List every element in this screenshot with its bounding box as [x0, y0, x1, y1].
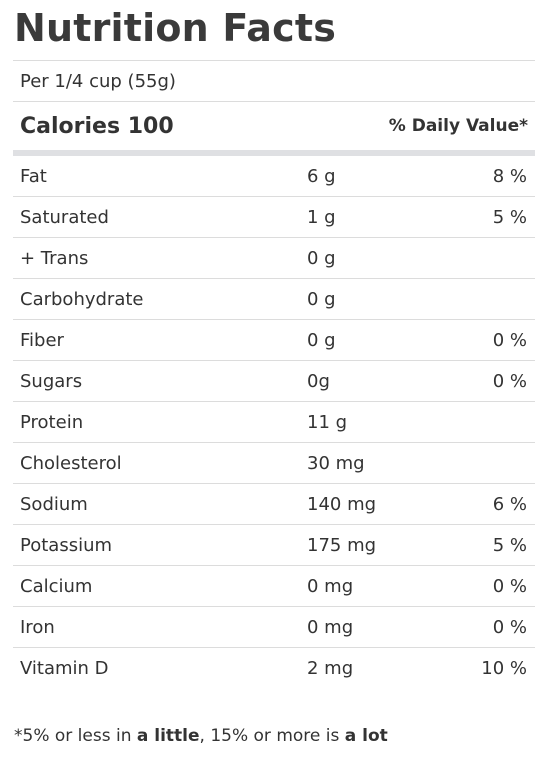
nutrient-daily-value: 0 %: [492, 329, 527, 351]
page-title: Nutrition Facts: [14, 6, 337, 50]
calories-label: Calories 100: [20, 113, 174, 139]
footnote-text-1: *5% or less in: [14, 726, 137, 746]
nutrient-name: Iron: [20, 616, 55, 638]
nutrient-name: Protein: [20, 411, 84, 433]
nutrient-row: Cholesterol 30 mg: [13, 443, 535, 484]
nutrient-daily-value: 6 %: [492, 493, 527, 515]
nutrient-daily-value: 0 %: [492, 370, 527, 392]
nutrient-amount: 0g: [307, 370, 330, 392]
nutrient-amount: 0 mg: [307, 616, 354, 638]
nutrient-daily-value: 8 %: [492, 165, 527, 187]
nutrient-row: Carbohydrate 0 g: [13, 279, 535, 320]
nutrient-name: Fat: [20, 165, 47, 187]
serving-size: Per 1/4 cup (55g): [13, 60, 535, 102]
nutrition-panel: Per 1/4 cup (55g) Calories 100 % Daily V…: [13, 60, 535, 688]
daily-value-label: % Daily Value*: [388, 116, 528, 136]
nutrient-amount: 30 mg: [307, 452, 365, 474]
nutrient-name: Sugars: [20, 370, 83, 392]
nutrient-amount: 2 mg: [307, 657, 354, 679]
nutrient-daily-value: 0 %: [492, 575, 527, 597]
footnote-emphasis-little: a little: [136, 726, 200, 746]
footnote-text-2: , 15% or more is: [199, 726, 345, 746]
nutrient-name: Cholesterol: [20, 452, 122, 474]
nutrient-row: Sodium 140 mg 6 %: [13, 484, 535, 525]
nutrient-amount: 0 g: [307, 288, 336, 310]
nutrient-row: Vitamin D 2 mg 10 %: [13, 648, 535, 688]
footnote-emphasis-lot: a lot: [344, 726, 388, 746]
nutrient-row: Fat 6 g 8 %: [13, 156, 535, 197]
nutrient-daily-value: 5 %: [492, 206, 527, 228]
nutrient-name: Carbohydrate: [20, 288, 144, 310]
nutrient-amount: 175 mg: [307, 534, 377, 556]
nutrient-daily-value: 10 %: [481, 657, 527, 679]
nutrient-name: Saturated: [20, 206, 109, 228]
nutrient-amount: 0 g: [307, 329, 336, 351]
calories-header: Calories 100 % Daily Value*: [13, 102, 535, 156]
nutrient-amount: 0 mg: [307, 575, 354, 597]
nutrient-amount: 140 mg: [307, 493, 377, 515]
nutrient-amount: 6 g: [307, 165, 336, 187]
nutrient-name: Calcium: [20, 575, 93, 597]
nutrient-amount: 11 g: [307, 411, 348, 433]
nutrient-daily-value: 0 %: [492, 616, 527, 638]
nutrient-name: Vitamin D: [20, 657, 109, 679]
nutrient-row: Protein 11 g: [13, 402, 535, 443]
nutrient-row: Saturated 1 g 5 %: [13, 197, 535, 238]
nutrient-name: + Trans: [20, 247, 89, 269]
nutrient-amount: 1 g: [307, 206, 336, 228]
nutrient-row: Calcium 0 mg 0 %: [13, 566, 535, 607]
nutrient-row: Iron 0 mg 0 %: [13, 607, 535, 648]
nutrient-row: + Trans 0 g: [13, 238, 535, 279]
nutrient-name: Sodium: [20, 493, 88, 515]
nutrient-name: Fiber: [20, 329, 64, 351]
nutrient-row: Potassium 175 mg 5 %: [13, 525, 535, 566]
nutrient-row: Fiber 0 g 0 %: [13, 320, 535, 361]
nutrient-row: Sugars 0g 0 %: [13, 361, 535, 402]
nutrient-amount: 0 g: [307, 247, 336, 269]
nutrient-daily-value: 5 %: [492, 534, 527, 556]
nutrient-name: Potassium: [20, 534, 113, 556]
footnote: *5% or less in a little, 15% or more is …: [14, 726, 388, 746]
